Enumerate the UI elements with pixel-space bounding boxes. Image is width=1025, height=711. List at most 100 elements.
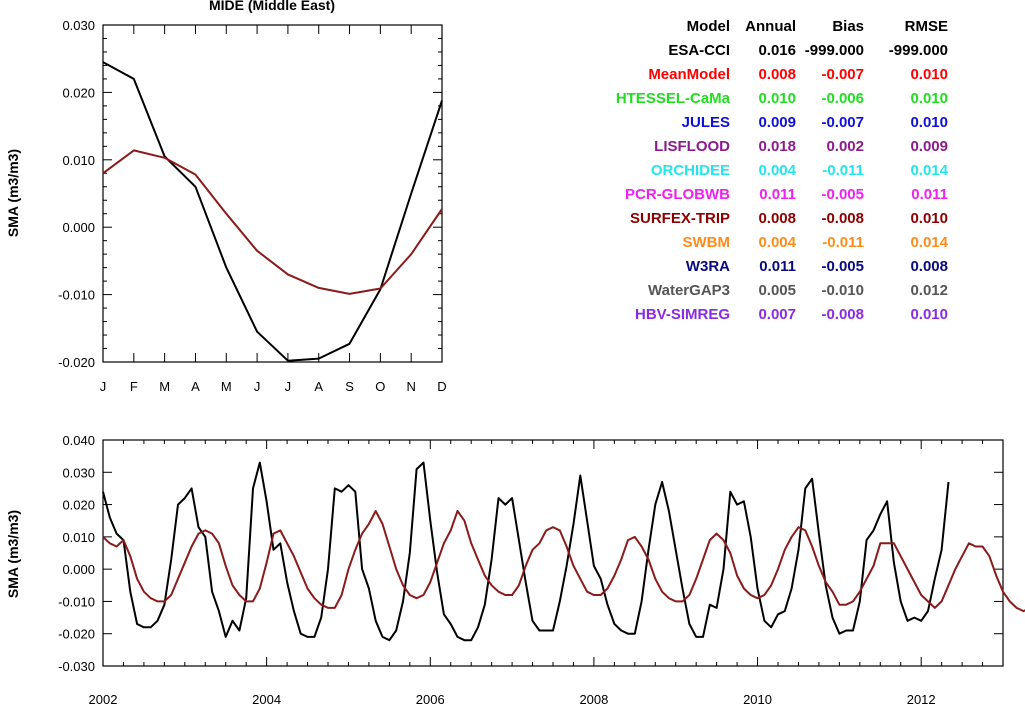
row-bias-value: -0.007 [821, 66, 864, 83]
x-tick-label: A [191, 379, 200, 394]
row-rmse-value: 0.010 [910, 66, 948, 83]
row-rmse-value: 0.014 [910, 234, 948, 251]
row-annual-value: 0.011 [759, 258, 796, 275]
x-tick-label: M [221, 379, 232, 394]
table-row: WaterGAP3 0.005 -0.010 0.012 [648, 282, 948, 299]
row-bias-value: -999.000 [805, 42, 864, 59]
y-tick-label: 0.020 [62, 85, 95, 100]
row-bias-value: -0.005 [821, 186, 864, 203]
row-rmse-value: 0.010 [910, 210, 948, 227]
x-tick-label: N [406, 379, 415, 394]
table-row: LISFLOOD 0.018 0.002 0.009 [654, 138, 948, 155]
table-row: SWBM 0.004 -0.011 0.014 [683, 234, 949, 251]
y-tick-labels: -0.030 -0.020 -0.010 0.000 0.010 0.020 0.030 0.… [58, 433, 95, 674]
row-model-name: WaterGAP3 [648, 282, 730, 299]
series-line-mean-model [102, 149, 443, 295]
row-bias-value: 0.002 [826, 138, 864, 155]
x-tick-label: 2008 [579, 692, 608, 707]
x-tick-label: 2012 [907, 692, 936, 707]
y-tick-label: 0.000 [62, 562, 95, 577]
row-model-name: ORCHIDEE [651, 162, 730, 179]
series-line-observed [102, 461, 950, 642]
row-bias-value: -0.011 [822, 162, 864, 179]
y-tick-label: 0.020 [62, 498, 95, 513]
y-tick-label: 0.030 [62, 465, 95, 480]
row-model-name: PCR-GLOBWB [625, 186, 730, 203]
plot-frame [102, 439, 1004, 667]
x-tick-label: 2006 [416, 692, 445, 707]
row-bias-value: -0.005 [821, 258, 864, 275]
tick-marks [102, 24, 443, 363]
y-axis-title: SMA (m3/m3) [5, 510, 21, 598]
row-rmse-value: 0.014 [910, 162, 948, 179]
x-tick-label: S [345, 379, 354, 394]
row-bias-value: -0.006 [821, 90, 864, 107]
climatology-panel: MIDE (Middle East) SMA (m3/m3) -0.020 -0.… [5, 0, 447, 394]
row-model-name: MeanModel [648, 66, 730, 83]
row-rmse-value: 0.012 [910, 282, 948, 299]
table-header-cell: Model [687, 18, 730, 35]
y-tick-label: -0.010 [58, 288, 95, 303]
x-tick-label: O [375, 379, 385, 394]
x-tick-label: J [254, 379, 261, 394]
row-bias-value: -0.007 [821, 114, 864, 131]
table-row: HBV-SIMREG 0.007 -0.008 0.010 [635, 306, 948, 323]
series-line-mean-model [102, 510, 1025, 613]
row-rmse-value: -999.000 [889, 42, 948, 59]
row-annual-value: 0.004 [758, 234, 796, 251]
row-annual-value: 0.008 [758, 66, 796, 83]
row-model-name: HBV-SIMREG [635, 306, 730, 323]
y-tick-label: 0.000 [62, 220, 95, 235]
x-tick-labels: 2002 2004 2006 2008 2010 2012 [89, 692, 936, 707]
x-tick-label: J [100, 379, 107, 394]
table-row: MeanModel 0.008 -0.007 0.010 [648, 66, 948, 83]
row-rmse-value: 0.010 [910, 114, 948, 131]
row-model-name: JULES [682, 114, 730, 131]
y-tick-label: -0.020 [58, 627, 95, 642]
x-tick-label: D [437, 379, 446, 394]
y-tick-label: 0.010 [62, 153, 95, 168]
x-tick-label: 2002 [89, 692, 118, 707]
table-row: JULES 0.009 -0.007 0.010 [682, 114, 948, 131]
row-model-name: SURFEX-TRIP [630, 210, 730, 227]
row-rmse-value: 0.010 [910, 90, 948, 107]
y-tick-labels: -0.020 -0.010 0.000 0.010 0.020 0.030 [58, 18, 95, 370]
row-model-name: SWBM [683, 234, 731, 251]
row-annual-value: 0.007 [758, 306, 796, 323]
tick-marks [102, 439, 1004, 667]
plot-frame [102, 24, 443, 363]
table-body: ESA-CCI 0.016 -999.000 -999.000 MeanModel 0.0… [616, 42, 949, 323]
row-rmse-value: 0.008 [910, 258, 948, 275]
y-tick-label: 0.010 [62, 530, 95, 545]
x-tick-label: F [130, 379, 138, 394]
row-annual-value: 0.004 [758, 162, 796, 179]
series-group [102, 461, 1025, 642]
row-bias-value: -0.010 [821, 282, 864, 299]
row-bias-value: -0.008 [821, 306, 864, 323]
row-rmse-value: 0.010 [910, 306, 948, 323]
row-rmse-value: 0.009 [910, 138, 948, 155]
table-row: W3RA 0.011 -0.005 0.008 [686, 258, 948, 275]
y-tick-label: -0.020 [58, 355, 95, 370]
row-annual-value: 0.016 [758, 42, 796, 59]
row-annual-value: 0.005 [758, 282, 796, 299]
x-tick-label: A [314, 379, 323, 394]
x-tick-label: M [159, 379, 170, 394]
row-model-name: LISFLOOD [654, 138, 730, 155]
table-header-cell: Annual [745, 18, 796, 35]
table-row: HTESSEL-CaMa 0.010 -0.006 0.010 [616, 90, 948, 107]
x-tick-label: 2004 [252, 692, 281, 707]
row-bias-value: -0.011 [822, 234, 864, 251]
table-header-cell: RMSE [905, 18, 948, 35]
timeseries-panel: SMA (m3/m3) -0.030 -0.020 -0.010 0.000 0.010… [5, 433, 1025, 707]
x-tick-label: J [285, 379, 292, 394]
table-header: Model Annual Bias RMSE [687, 18, 948, 35]
series-group [102, 61, 443, 362]
y-axis-title: SMA (m3/m3) [5, 149, 21, 237]
table-row: PCR-GLOBWB 0.011 -0.005 0.011 [625, 186, 948, 203]
row-model-name: ESA-CCI [668, 42, 730, 59]
table-row: SURFEX-TRIP 0.008 -0.008 0.010 [630, 210, 948, 227]
panel-title: MIDE (Middle East) [209, 0, 335, 13]
